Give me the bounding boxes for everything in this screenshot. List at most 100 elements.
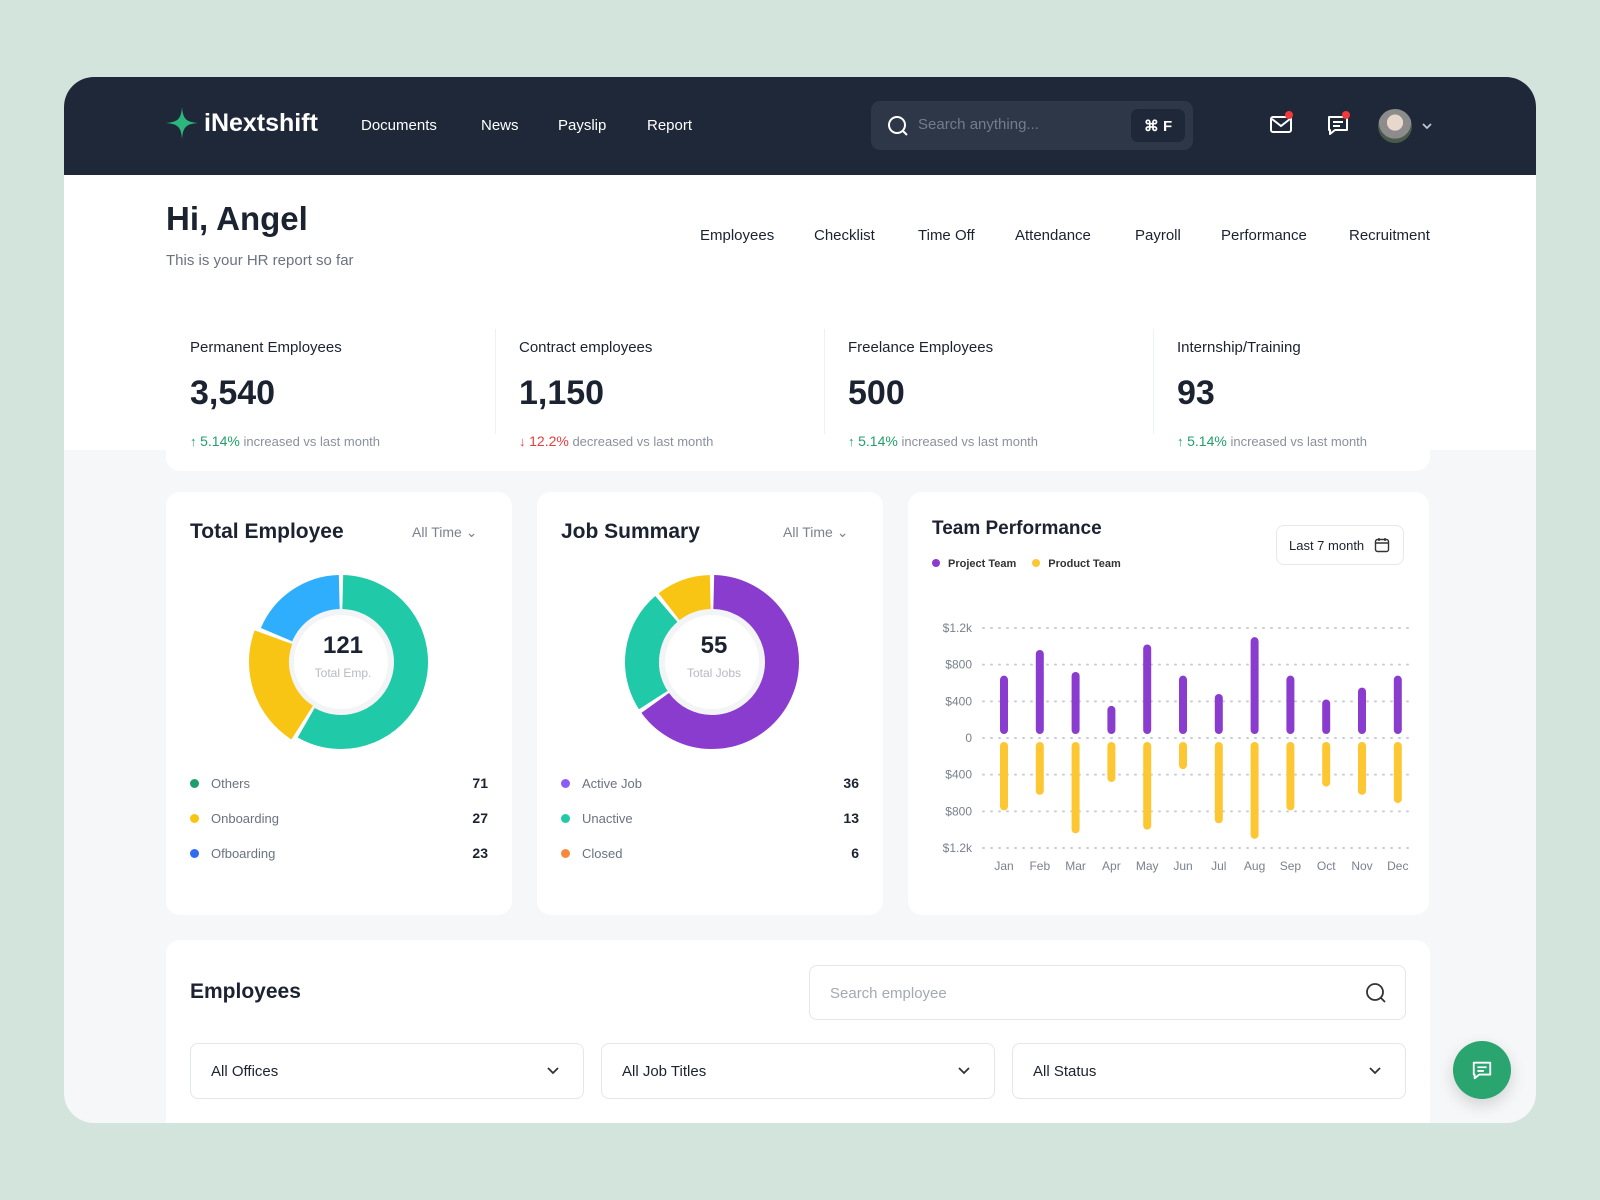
donut-total: 55 [700,632,728,659]
project-team-bar-jul[interactable] [1214,694,1223,734]
donut-segment-onboarding[interactable] [249,630,314,740]
stat-0: Permanent Employees 3,540 ↑ 5.14% increa… [166,319,495,471]
notification-dot [1342,111,1350,119]
project-team-bar-mar[interactable] [1071,672,1080,734]
shortcut-badge: ⌘ F [1131,109,1185,142]
stat-change-pct: 5.14% [858,433,898,449]
mail-button[interactable] [1269,111,1293,140]
user-avatar[interactable] [1378,109,1412,143]
y-tick-label: $400 [945,768,972,782]
legend-value: 36 [843,775,859,791]
trend-arrow-icon: ↑ [848,434,855,449]
project-team-bar-jun[interactable] [1179,675,1187,734]
total-employee-card: Total Employee All Time ⌄ 121 Total Emp.… [166,492,512,915]
product-team-bar-aug[interactable] [1250,742,1259,839]
project-team-bar-sep[interactable] [1286,675,1295,734]
donut-total: 121 [322,632,364,659]
donut-segment-closed[interactable] [658,575,712,621]
chart-legend: Project Team Product Team [932,558,1121,570]
global-search[interactable]: Search anything... ⌘ F [871,101,1193,150]
legend-value: 13 [843,810,859,826]
chevron-down-icon [547,1067,559,1075]
product-team-bar-jun[interactable] [1179,742,1187,770]
legend-item: Active Job 36 [561,775,859,791]
legend-project-team: Project Team [932,558,1016,570]
tab-recruitment[interactable]: Recruitment [1349,227,1430,244]
project-team-bar-nov[interactable] [1358,687,1366,734]
project-team-bar-apr[interactable] [1107,705,1116,734]
chat-fab-button[interactable] [1453,1041,1511,1099]
card-title: Job Summary [561,520,700,543]
legend-label: Onboarding [211,810,279,826]
calendar-icon [1374,538,1390,553]
x-tick-label: May [1136,859,1159,873]
chevron-down-icon [1369,1067,1381,1075]
project-team-bar-dec[interactable] [1393,675,1402,734]
legend-dot [190,778,199,788]
product-team-bar-mar[interactable] [1071,742,1080,834]
job-titles-select[interactable]: All Job Titles [601,1043,995,1099]
tab-employees[interactable]: Employees [700,227,775,244]
search-placeholder: Search anything... [918,116,1039,133]
stats-card: Permanent Employees 3,540 ↑ 5.14% increa… [166,319,1430,471]
tab-time-off[interactable]: Time Off [918,227,975,244]
tab-attendance[interactable]: Attendance [1015,227,1091,244]
search-icon[interactable] [1365,982,1387,1004]
brand-logo[interactable]: iNextshift [166,107,318,139]
donut-segment-active-job[interactable] [641,575,799,749]
tab-payroll[interactable]: Payroll [1135,227,1181,244]
nav-documents[interactable]: Documents [361,117,437,134]
offices-select[interactable]: All Offices [190,1043,584,1099]
product-team-bar-dec[interactable] [1393,742,1402,804]
y-tick-label: $800 [945,804,972,818]
legend-value: 71 [472,775,488,791]
project-team-bar-jan[interactable] [1000,675,1008,734]
divider [1153,329,1154,434]
team-performance-card: Team Performance Project Team Product Te… [908,492,1429,915]
card-title: Total Employee [190,520,344,543]
tab-performance[interactable]: Performance [1221,227,1307,244]
project-team-bar-aug[interactable] [1250,637,1259,734]
x-tick-label: Nov [1351,859,1372,873]
divider [495,329,496,434]
legend-dot [561,813,570,823]
project-team-bar-feb[interactable] [1035,650,1044,734]
brand-name: iNextshift [204,108,318,137]
stat-label: Contract employees [519,339,653,356]
stat-value: 3,540 [190,374,276,412]
date-range-button[interactable]: Last 7 month [1276,525,1404,565]
messages-button[interactable] [1326,111,1350,142]
chevron-down-icon[interactable] [1421,121,1433,131]
product-team-bar-feb[interactable] [1035,742,1044,795]
employee-search-input[interactable]: Search employee [809,965,1406,1020]
time-filter-dropdown[interactable]: All Time ⌄ [412,524,477,541]
project-team-bar-may[interactable] [1143,644,1152,735]
product-team-bar-apr[interactable] [1107,742,1116,782]
legend-label: Closed [582,845,623,861]
time-filter-dropdown[interactable]: All Time ⌄ [783,524,848,541]
product-team-bar-jan[interactable] [1000,742,1008,811]
donut-segment-ofboarding[interactable] [260,575,341,642]
donut-segment-unactive[interactable] [625,596,678,710]
select-label: All Job Titles [622,1063,707,1080]
chart-title: Team Performance [932,518,1102,539]
stat-change-pct: 5.14% [200,433,240,449]
x-tick-label: Jun [1173,859,1192,873]
stat-label: Freelance Employees [848,339,994,356]
product-team-bar-sep[interactable] [1286,742,1295,811]
product-team-bar-jul[interactable] [1214,742,1223,824]
chat-icon [1328,116,1348,135]
legend-dot [190,848,199,858]
product-team-bar-oct[interactable] [1322,742,1331,787]
product-team-bar-nov[interactable] [1358,742,1366,795]
status-select[interactable]: All Status [1012,1043,1406,1099]
nav-report[interactable]: Report [647,117,693,134]
donut-segment-others[interactable] [297,575,428,749]
page-subtitle: This is your HR report so far [166,252,354,269]
nav-payslip[interactable]: Payslip [558,117,607,134]
product-team-bar-may[interactable] [1143,742,1152,830]
tab-checklist[interactable]: Checklist [814,227,875,244]
stat-change: ↑ 5.14% increased vs last month [848,433,1129,449]
nav-news[interactable]: News [481,117,519,134]
project-team-bar-oct[interactable] [1322,699,1331,735]
